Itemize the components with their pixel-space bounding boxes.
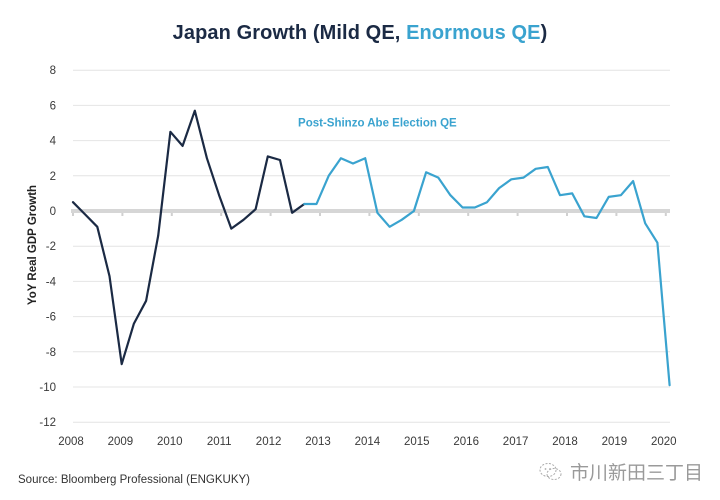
x-tick-label: 2014 (355, 436, 381, 448)
gridlines (73, 69, 670, 423)
series-line-mild-qe (71, 109, 306, 366)
y-tick-label: -2 (46, 241, 56, 253)
x-tick-label: 2016 (453, 436, 479, 448)
x-tick-label: 2011 (207, 436, 232, 448)
x-tick-mark (121, 213, 124, 216)
title-part-2: Enormous QE (406, 22, 541, 44)
x-axis-ticks: 2008 2009 2010 2011 2012 2013 2014 2015 2016 2017… (58, 436, 676, 448)
x-tick-label: 2009 (108, 436, 134, 448)
x-tick-label: 2017 (503, 436, 529, 448)
x-tick-mark (417, 213, 420, 216)
x-tick-mark (467, 213, 470, 216)
x-tick-mark (72, 213, 74, 216)
y-tick-label: 6 (50, 100, 56, 112)
title-part-1: Japan Growth (Mild QE, (172, 22, 407, 44)
x-tick-mark (566, 213, 568, 216)
x-tick-mark (615, 213, 618, 216)
zero-line-group (71, 209, 670, 216)
x-tick-mark (220, 213, 223, 216)
series-line-enormous-qe (303, 157, 671, 387)
x-tick-label: 2012 (256, 436, 282, 448)
y-tick-label: -4 (46, 276, 57, 288)
y-axis-ticks: 8 6 4 2 0 -2 -4 -6 -8 -10 -12 (39, 65, 56, 429)
x-tick-label: 2018 (552, 436, 578, 448)
y-tick-label: 4 (50, 136, 57, 148)
y-tick-label: -12 (39, 417, 56, 429)
x-tick-label: 2019 (602, 436, 628, 448)
title-part-3: ) (540, 22, 548, 44)
x-tick-label: 2013 (305, 436, 331, 448)
y-tick-label: 8 (50, 65, 56, 77)
y-tick-label: 0 (50, 206, 56, 218)
y-axis-title: YoY Real GDP Growth (27, 185, 39, 305)
x-tick-label: 2008 (58, 436, 84, 448)
annotation-post-abe-qe: Post-Shinzo Abe Election QE (298, 118, 457, 130)
x-tick-mark (269, 213, 272, 216)
wechat-icon (539, 462, 562, 480)
x-tick-label: 2020 (651, 436, 677, 448)
x-tick-mark (368, 213, 371, 216)
y-tick-label: -6 (46, 312, 56, 324)
watermark-text: 市川新田三丁目 (570, 462, 704, 484)
watermark: 市川新田三丁目 (538, 458, 703, 485)
y-tick-label: 2 (50, 171, 56, 183)
x-tick-mark (516, 213, 519, 216)
y-tick-label: -8 (46, 347, 56, 359)
series-group (71, 109, 671, 387)
source-note: Source: Bloomberg Professional (ENGKUKY) (18, 474, 251, 486)
x-tick-mark (170, 213, 173, 216)
x-tick-label: 2010 (157, 436, 183, 448)
y-tick-label: -10 (39, 382, 56, 394)
x-tick-mark (664, 213, 667, 216)
chart-title: Japan Growth (Mild QE, Enormous QE) (0, 22, 720, 45)
x-tick-label: 2015 (404, 436, 430, 448)
x-tick-mark (319, 213, 321, 216)
